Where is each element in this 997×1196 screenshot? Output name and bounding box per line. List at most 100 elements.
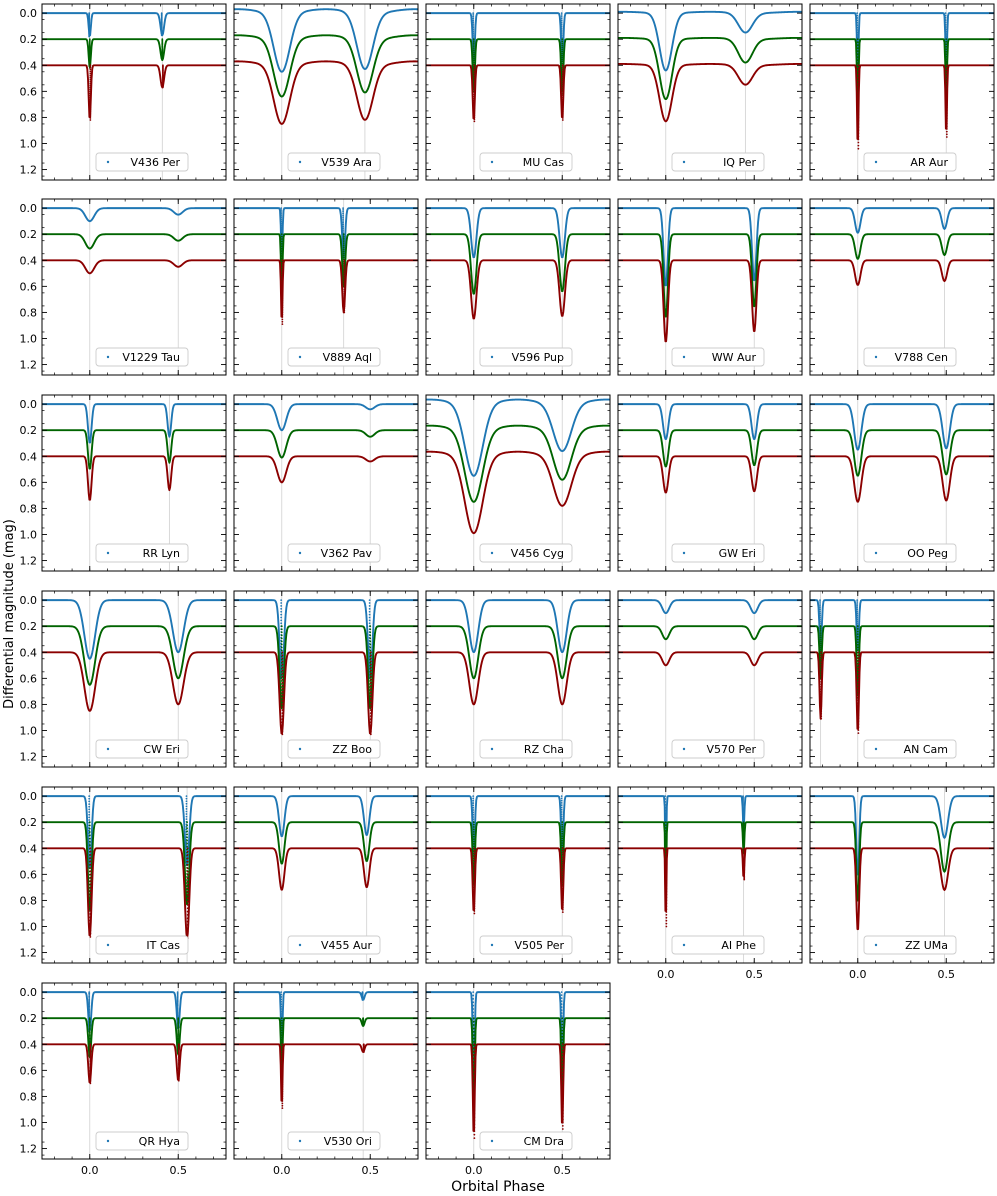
data-point [89, 1046, 92, 1049]
data-point [369, 678, 372, 681]
light-curve-series [425, 12, 611, 63]
data-point [665, 850, 668, 853]
data-point [472, 1004, 475, 1007]
data-point [89, 108, 92, 111]
x-tick-label: 0.0 [849, 968, 867, 981]
light-curve-series [233, 60, 419, 125]
data-point [561, 66, 564, 69]
data-point [185, 810, 188, 813]
data-point [89, 78, 92, 81]
data-point [665, 893, 668, 896]
data-point [561, 50, 564, 53]
data-point [472, 47, 475, 50]
data-point [281, 1052, 284, 1055]
data-point [342, 221, 344, 224]
data-point [89, 926, 92, 928]
data-point [561, 892, 564, 895]
data-point [343, 267, 346, 269]
legend-marker [874, 747, 878, 751]
data-point [473, 1133, 476, 1136]
data-point [281, 1045, 284, 1048]
data-point [280, 1012, 283, 1015]
data-point [561, 52, 564, 55]
data-point [820, 656, 823, 659]
data-point [857, 141, 860, 144]
light-curve-panel: IQ Per [617, 3, 803, 181]
data-point [819, 610, 821, 613]
data-point [561, 60, 564, 63]
data-point [281, 261, 284, 264]
data-point [343, 299, 346, 302]
data-point [280, 230, 283, 233]
data-point [342, 223, 344, 226]
legend-marker [490, 551, 494, 555]
data-point [856, 606, 859, 609]
data-point [473, 1137, 476, 1140]
data-point [472, 835, 475, 838]
data-point [186, 890, 189, 893]
data-point [472, 19, 475, 22]
legend-marker [106, 160, 110, 164]
data-point [342, 216, 344, 219]
data-point [857, 110, 860, 113]
data-point [280, 220, 283, 223]
data-point [561, 1077, 564, 1080]
data-point [560, 804, 563, 807]
data-point [561, 54, 564, 57]
data-point [473, 1074, 476, 1077]
light-curve-panel: 0.0 0.2 0.4 0.6 0.8 1.0 1.2 V436 Per [20, 3, 227, 181]
data-point [473, 93, 476, 96]
data-point [857, 82, 860, 85]
data-point [473, 1081, 476, 1084]
data-point [819, 618, 821, 621]
data-point [177, 1074, 180, 1077]
panel-frame [425, 982, 611, 1160]
y-tick-label: 0.4 [20, 646, 38, 659]
data-point [819, 616, 821, 619]
data-point [177, 1066, 180, 1069]
data-point [560, 12, 563, 15]
data-point [281, 651, 284, 654]
data-point [473, 1130, 476, 1133]
legend-marker [874, 160, 878, 164]
data-point [473, 107, 476, 110]
data-point [561, 1065, 564, 1068]
data-point [857, 714, 860, 717]
data-point [280, 599, 283, 602]
data-point [369, 651, 372, 654]
data-point [561, 904, 564, 906]
data-point [473, 902, 476, 905]
data-point [857, 699, 860, 702]
data-point [177, 1024, 180, 1026]
light-curve-panel: AN Cam [809, 590, 995, 768]
y-tick-label: 0.6 [20, 85, 38, 98]
data-point [473, 120, 476, 123]
data-point [857, 107, 860, 110]
data-point [89, 1067, 92, 1070]
data-point [856, 44, 859, 47]
data-point [186, 882, 188, 884]
data-point [856, 616, 859, 619]
data-point [89, 873, 92, 876]
data-point [665, 908, 668, 911]
data-point [362, 1051, 365, 1053]
panel-background [426, 4, 610, 180]
data-point [89, 847, 92, 850]
data-point [945, 106, 948, 109]
data-point [857, 144, 860, 147]
data-point [857, 70, 860, 73]
data-point [561, 828, 564, 831]
data-point [343, 288, 346, 291]
data-point [280, 252, 283, 255]
data-point [342, 210, 344, 213]
data-point [88, 998, 91, 1001]
data-point [664, 844, 667, 847]
data-point [89, 111, 92, 113]
data-point [665, 847, 668, 850]
data-point [561, 887, 564, 890]
data-point [88, 994, 91, 996]
data-point [280, 238, 283, 240]
data-point [281, 730, 284, 733]
data-point [177, 1054, 180, 1056]
data-point [185, 800, 188, 803]
